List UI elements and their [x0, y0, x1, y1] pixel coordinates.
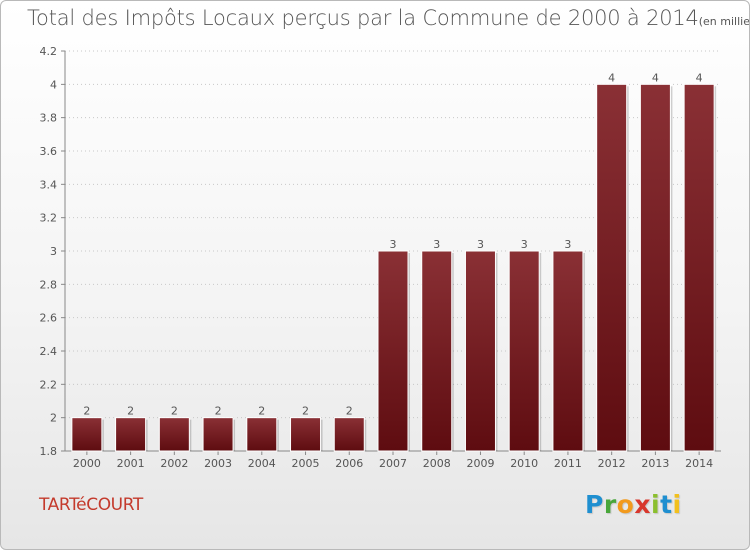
x-tick-label: 2001: [117, 457, 145, 470]
bar-2004: [246, 417, 278, 452]
bar-2002: [158, 417, 190, 452]
y-tick-label: 3.2: [40, 212, 58, 225]
bar-2013: [639, 83, 671, 452]
data-label: 2: [258, 405, 265, 418]
y-tick-label: 3.6: [40, 145, 58, 158]
chart-title-row: Total des Impôts Locaux perçus par la Co…: [27, 6, 750, 30]
x-tick-label: 2007: [379, 457, 407, 470]
x-tick-label: 2004: [248, 457, 276, 470]
bar-2007: [377, 250, 409, 452]
x-tick-label: 2006: [335, 457, 363, 470]
bar-2010: [508, 250, 540, 452]
x-tick-label: 2003: [204, 457, 232, 470]
x-tick-label: 2013: [641, 457, 669, 470]
bars: [71, 83, 717, 452]
data-label: 2: [83, 405, 90, 418]
bar-2008: [421, 250, 453, 452]
x-tick-label: 2009: [466, 457, 494, 470]
chart-title: Total des Impôts Locaux perçus par la Co…: [27, 6, 699, 30]
data-label: 4: [696, 71, 703, 84]
data-label: 2: [171, 405, 178, 418]
bar-2000: [71, 417, 103, 452]
bar-2003: [202, 417, 234, 452]
x-tick-label: 2011: [554, 457, 582, 470]
y-tick-label: 2.4: [40, 345, 58, 358]
y-tick-label: 2.8: [40, 278, 58, 291]
data-label: 3: [477, 238, 484, 251]
chart-unit-label: (en milliers d'€): [698, 15, 750, 28]
data-label: 2: [127, 405, 134, 418]
x-tick-label: 2014: [685, 457, 713, 470]
x-tick-label: 2008: [423, 457, 451, 470]
commune-name: TARTéCOURT: [39, 495, 143, 515]
y-tick-label: 1.8: [40, 445, 58, 458]
y-tick-label: 3: [50, 245, 57, 258]
data-label: 3: [390, 238, 397, 251]
bar-2009: [464, 250, 496, 452]
data-label: 3: [564, 238, 571, 251]
data-label: 4: [652, 71, 659, 84]
labels: 1.8 2 2.2 2.4 2.6 2.8 3 3.2 3.4 3.6 3.8 4 4.2 2 2000 2 2…: [40, 45, 714, 470]
y-tick-label: 2.2: [40, 378, 58, 391]
y-tick-label: 3.4: [40, 178, 58, 191]
x-tick-label: 2002: [160, 457, 188, 470]
x-tick-label: 2005: [292, 457, 320, 470]
bar-2011: [552, 250, 584, 452]
data-label: 2: [302, 405, 309, 418]
bar-2005: [290, 417, 322, 452]
y-tick-label: 4: [50, 78, 57, 91]
data-label: 3: [433, 238, 440, 251]
proxiti-logo: Proxiti: [585, 490, 682, 519]
data-label: 2: [215, 405, 222, 418]
bar-2014: [683, 83, 715, 452]
x-tick-label: 2012: [598, 457, 626, 470]
data-label: 2: [346, 405, 353, 418]
y-tick-label: 3.8: [40, 112, 58, 125]
y-tick-label: 4.2: [40, 45, 58, 58]
data-label: 4: [608, 71, 615, 84]
y-tick-label: 2.6: [40, 312, 58, 325]
data-label: 3: [521, 238, 528, 251]
x-tick-label: 2010: [510, 457, 538, 470]
x-tick-label: 2000: [73, 457, 101, 470]
bar-2001: [115, 417, 147, 452]
y-tick-label: 2: [50, 412, 57, 425]
bar-2006: [333, 417, 365, 452]
bar-2012: [596, 83, 628, 452]
